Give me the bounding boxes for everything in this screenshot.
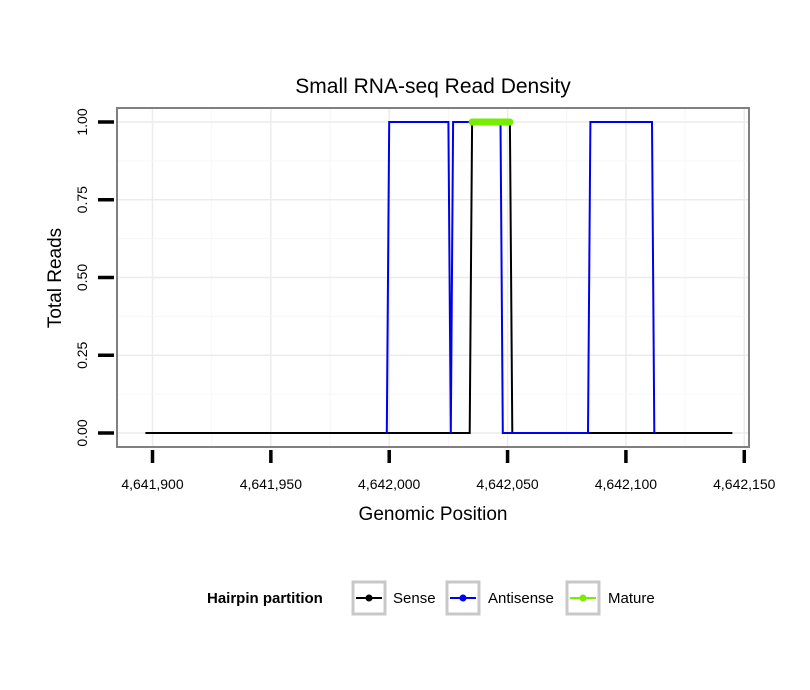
legend-key-point [579,594,587,602]
legend-label: Sense [393,590,436,607]
x-tick-label: 4,642,050 [476,476,538,492]
legend-key-point [459,594,467,602]
series-layer [145,118,733,434]
x-tick-label: 4,641,950 [240,476,302,492]
y-axis: 0.00 0.25 0.50 0.75 1.00 [74,108,114,447]
legend-label: Antisense [488,590,554,607]
chart-title: Small RNA-seq Read Density [295,75,571,98]
x-tick-label: 4,641,900 [121,476,183,492]
y-tick-label: 1.00 [74,108,90,135]
x-axis: 4,641,900 4,641,950 4,642,000 4,642,050 4,64… [121,450,776,492]
x-tick-label: 4,642,100 [595,476,657,492]
x-axis-label: Genomic Position [359,504,508,525]
x-tick-label: 4,642,000 [358,476,420,492]
legend-items: Sense Antisense Mature [351,580,655,616]
legend-item-sense: Sense [351,580,436,616]
y-tick-label: 0.00 [74,419,90,446]
legend-key-point [365,594,373,602]
legend: Hairpin partition Sense Antisense Mature [207,580,655,616]
plot-panel-border [116,107,750,448]
y-axis-label: Total Reads [45,228,66,328]
legend-item-antisense: Antisense [445,580,554,616]
y-tick-label: 0.50 [74,264,90,291]
y-tick-label: 0.25 [74,341,90,368]
legend-item-mature: Mature [565,580,655,616]
x-tick-label: 4,642,150 [713,476,775,492]
y-tick-label: 0.75 [74,186,90,213]
legend-label: Mature [608,590,655,607]
legend-title: Hairpin partition [207,590,323,607]
